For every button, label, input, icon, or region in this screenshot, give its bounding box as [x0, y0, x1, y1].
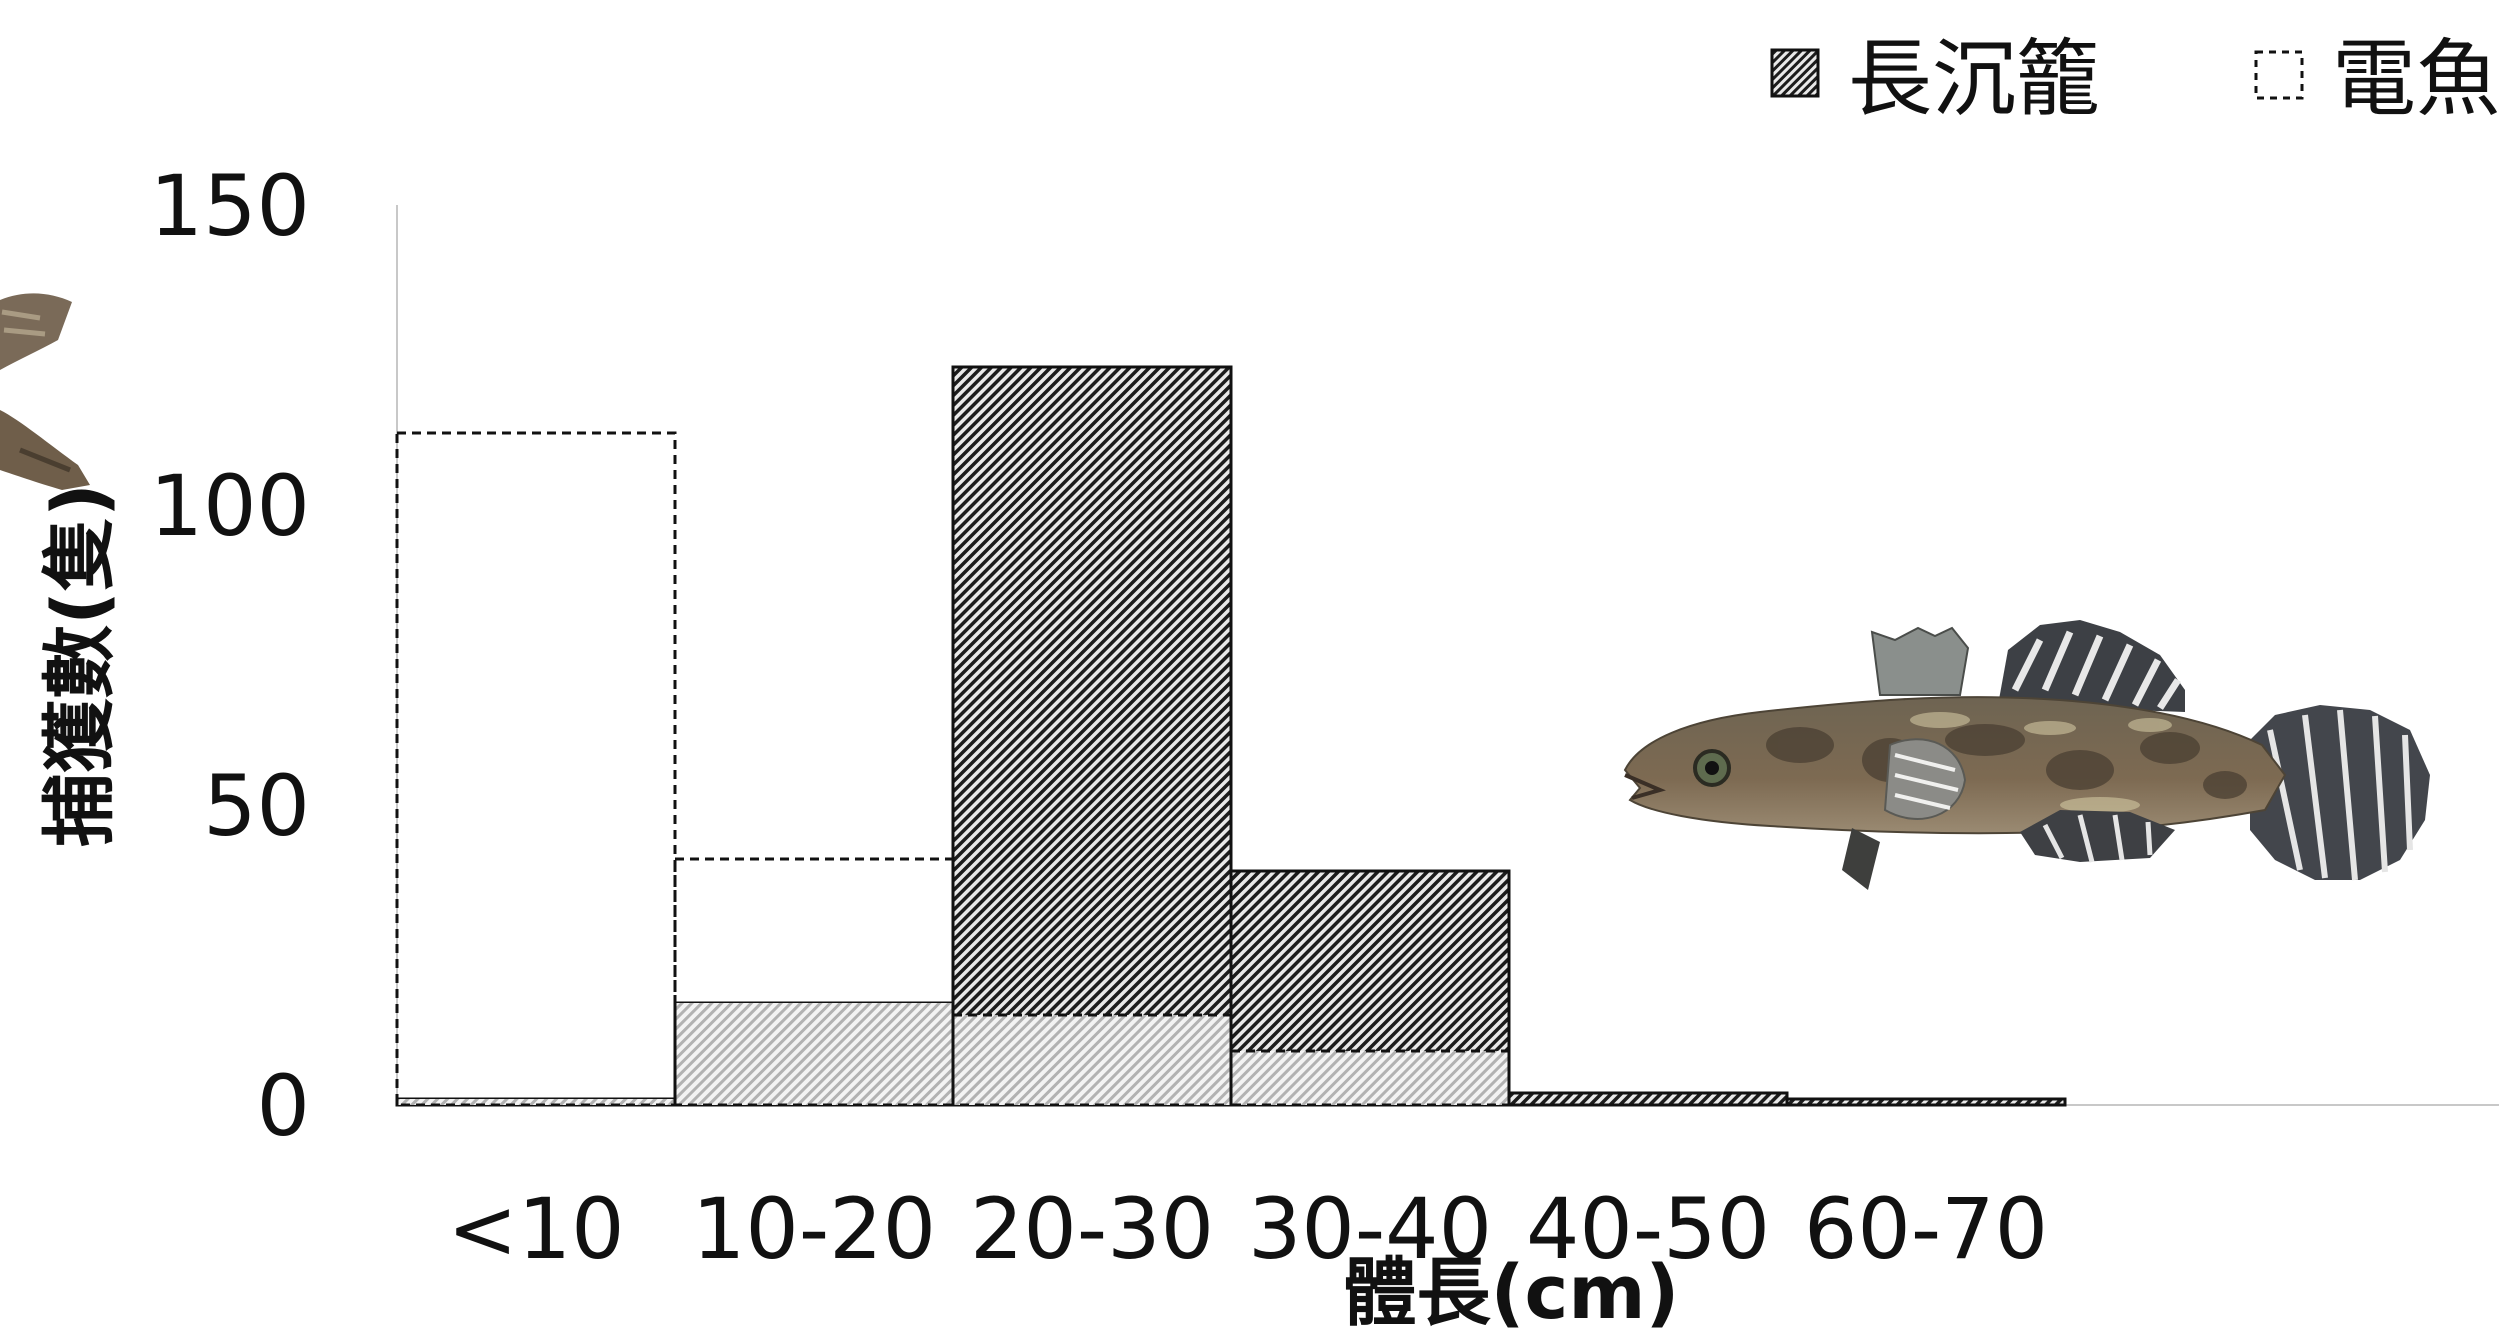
y-tick-label: 100 [150, 457, 310, 555]
legend-label-electrofishing: 電魚 [2332, 30, 2499, 128]
x-axis-title: 體長(cm) [1343, 1250, 1680, 1333]
bar-trap [1507, 1091, 1789, 1107]
legend: 長沉籠 電魚 [1770, 30, 2499, 128]
bar-trap [1785, 1097, 2067, 1107]
legend-swatch-trap [1770, 48, 1820, 98]
y-axis-title: 捕獲數(隻) [37, 483, 123, 847]
x-tick-label: 10-20 [692, 1180, 936, 1278]
x-tick-label: 40-50 [1526, 1180, 1770, 1278]
x-tick-label: <10 [447, 1180, 624, 1278]
y-tick-label: 0 [257, 1057, 310, 1155]
x-tick-label: 20-30 [970, 1180, 1214, 1278]
legend-swatch-electrofishing [2254, 50, 2304, 100]
fish-photo-partial [0, 293, 90, 490]
legend-item-electrofishing: 電魚 [2254, 30, 2499, 128]
fish-photo [1623, 620, 2430, 890]
bar-overlap [1232, 1051, 1508, 1105]
y-tick-label: 50 [203, 757, 310, 855]
legend-item-trap: 長沉籠 [1770, 30, 2100, 128]
x-tick-label: 60-70 [1804, 1180, 2048, 1278]
bar-electrofishing [395, 431, 677, 1107]
y-tick-labels: 0 50 100 150 [150, 157, 310, 1155]
bar-trap [951, 365, 1233, 1107]
y-tick-label: 150 [150, 157, 310, 255]
bars [395, 365, 2067, 1107]
bar-overlap [954, 1015, 1230, 1105]
bar-overlap [676, 1003, 952, 1105]
bar-electrofishing [1229, 1049, 1511, 1107]
x-tick-labels: <10 10-20 20-30 30-40 40-50 60-70 [447, 1180, 2048, 1278]
bar-electrofishing [673, 857, 955, 1107]
x-tick-label: 30-40 [1248, 1180, 1492, 1278]
bar-overlap [398, 1099, 674, 1105]
legend-label-trap: 長沉籠 [1848, 30, 2100, 128]
